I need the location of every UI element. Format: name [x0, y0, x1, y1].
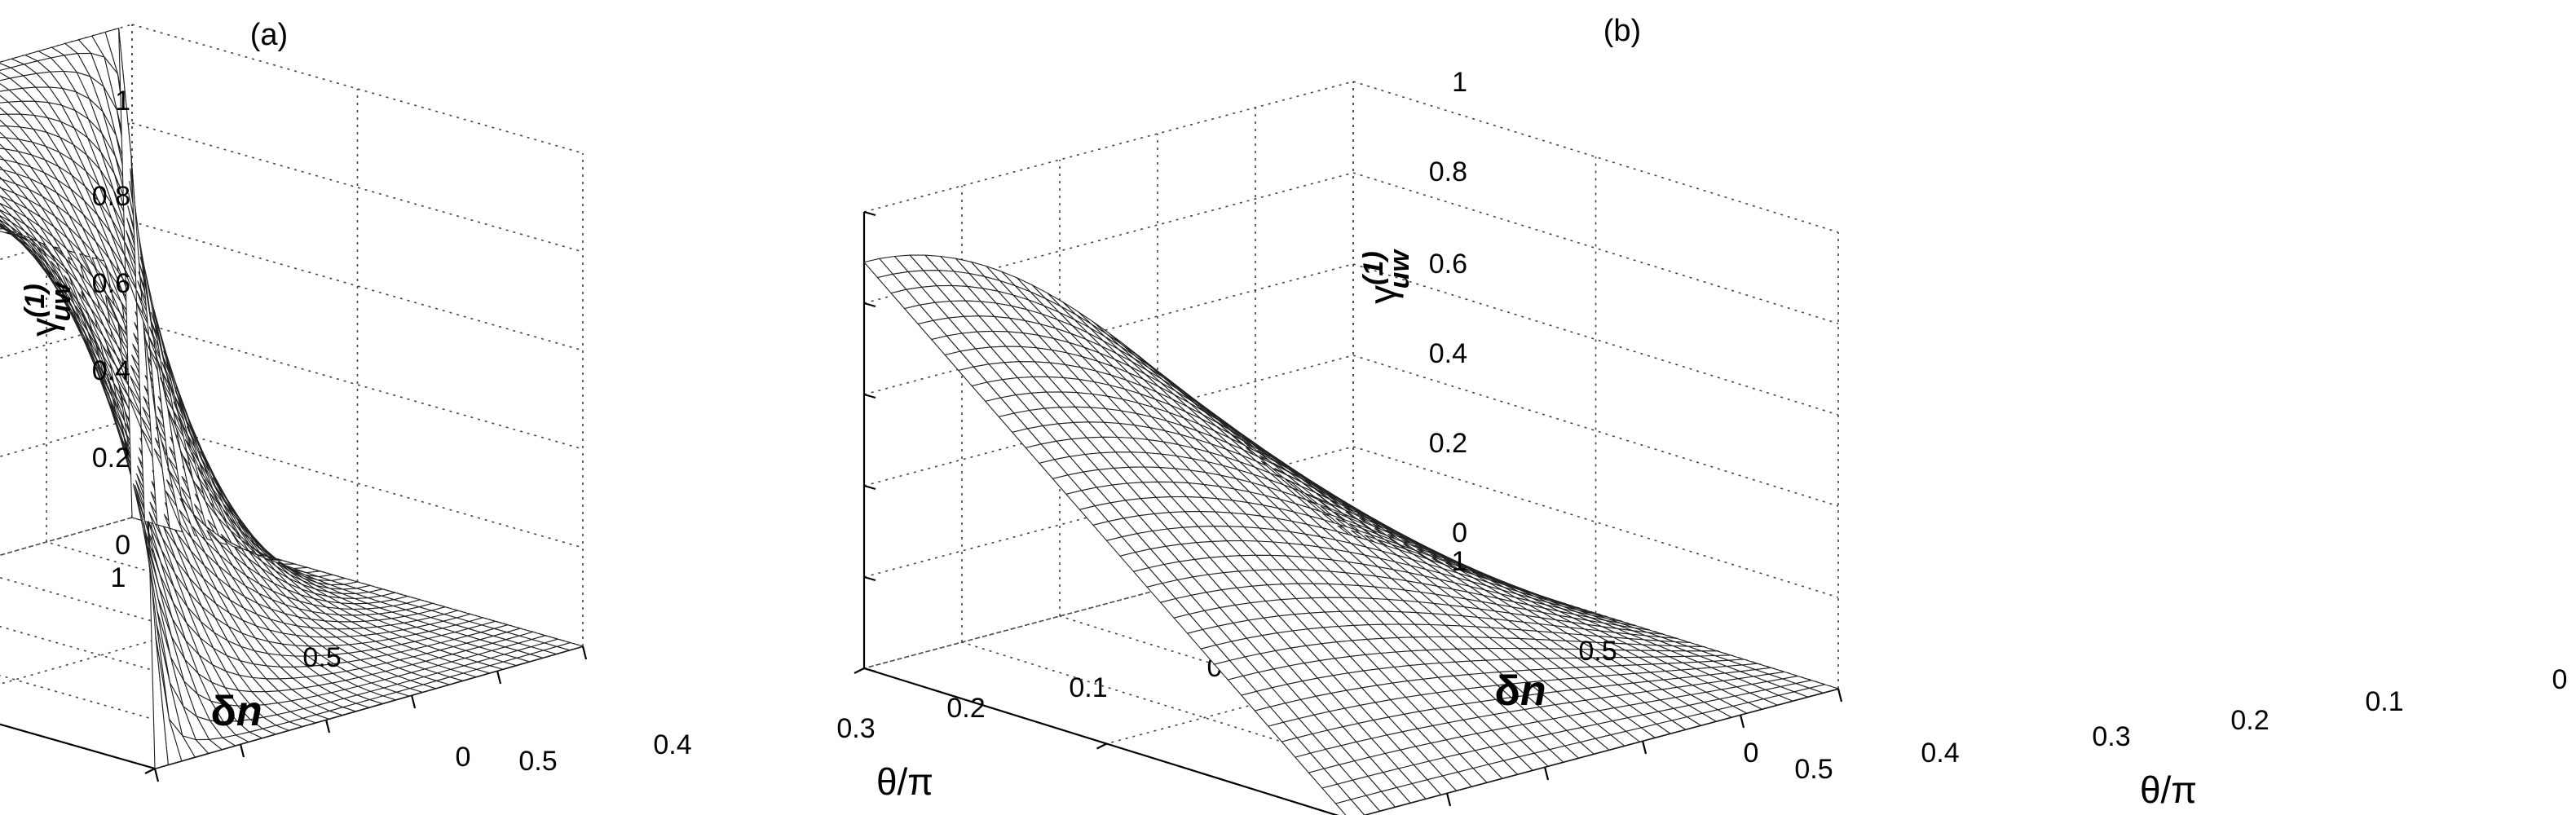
- x-tick-label: 0.1: [2365, 686, 2403, 717]
- x-tick: [324, 719, 331, 734]
- y-tick-label: 0.5: [1578, 636, 1617, 667]
- x-tick-label: 0: [2552, 664, 2568, 695]
- y-axis-title-latin: n: [236, 688, 262, 735]
- x-tick-label: 0.5: [1794, 754, 1833, 785]
- grid-line: [0, 418, 133, 458]
- grid-line: [131, 221, 584, 351]
- z-tick: [863, 393, 876, 399]
- grid-line: [863, 81, 1354, 213]
- grid-line: [131, 418, 584, 548]
- y-axis-line: [0, 723, 156, 770]
- z-tick-label: 0.6: [92, 268, 130, 299]
- x-tick-label: 0.2: [946, 693, 985, 724]
- y-axis-title-latin: n: [1520, 667, 1546, 715]
- x-tick-label: 0.3: [836, 713, 875, 744]
- x-axis-title: θ/π: [876, 760, 933, 803]
- z-tick-label: 0.4: [92, 355, 130, 386]
- grid-line: [1352, 172, 1839, 324]
- y-tick-label: 1: [1452, 546, 1467, 577]
- z-axis-title: γ(1)uw: [1358, 249, 1415, 304]
- z-axis-title-base: γ: [1361, 285, 1404, 304]
- x-tick: [1837, 688, 1843, 703]
- grid-line: [46, 541, 498, 672]
- z-tick: [863, 484, 876, 491]
- z-axis-title-base: γ: [23, 318, 65, 337]
- grid-line: [131, 24, 584, 154]
- x-tick-label: 0.4: [653, 729, 691, 760]
- panel-label: (b): [1603, 14, 1641, 48]
- panel-label: (a): [250, 18, 288, 52]
- y-axis-title: δn: [1494, 667, 1546, 715]
- x-axis-title: θ/π: [2140, 769, 2197, 811]
- z-axis-title-sub: uw: [46, 281, 77, 322]
- y-tick: [144, 768, 156, 774]
- grid-line: [131, 122, 584, 253]
- z-axis-title: γ(1)uw: [20, 281, 77, 337]
- y-tick: [854, 667, 865, 674]
- x-tick: [410, 694, 417, 709]
- z-tick-label: 0.6: [1429, 249, 1467, 280]
- z-axis-title-sup: (1): [1358, 251, 1389, 285]
- x-tick: [239, 743, 245, 758]
- surface-mesh: [0, 28, 584, 769]
- x-tick-label: 0.4: [1921, 738, 1959, 769]
- z-tick: [863, 575, 876, 582]
- mesh-cell: [556, 642, 584, 651]
- y-axis-title: δn: [210, 688, 262, 735]
- panel-a: (a) 0 0.2 0.4 0.6 0.8 1 0.5 0.4 0.3 0.2 …: [0, 18, 1222, 803]
- x-tick-label: 0.2: [2230, 705, 2269, 736]
- z-tick-label: 0.8: [1429, 156, 1467, 187]
- mesh-cell: [1809, 684, 1839, 694]
- y-tick-label: 0.5: [302, 642, 341, 673]
- x-tick: [581, 645, 588, 660]
- z-tick-label: 0: [1452, 518, 1467, 548]
- x-tick-label: 0.5: [518, 746, 557, 777]
- y-axis-title-greek: δ: [1494, 667, 1520, 715]
- y-tick: [1096, 742, 1107, 750]
- grid-line: [0, 723, 156, 769]
- surface-mesh: [863, 254, 1839, 815]
- panel-b: (b) 0 0.2 0.4 0.6 0.8 1 0.5 0.4 0.3 0.2 …: [854, 14, 2567, 815]
- x-tick: [1641, 740, 1647, 755]
- grid-line: [131, 319, 584, 450]
- x-tick: [1739, 714, 1745, 729]
- z-tick: [863, 667, 876, 673]
- z-tick-label: 0.2: [1429, 428, 1467, 459]
- y-tick-label: 0: [456, 742, 471, 773]
- x-tick: [496, 670, 502, 685]
- x-tick-label: 0.3: [2092, 721, 2130, 752]
- z-tick-label: 0.8: [92, 181, 130, 212]
- z-axis-title-sup: (1): [20, 284, 51, 318]
- x-tick: [153, 768, 160, 782]
- z-tick: [863, 210, 876, 217]
- z-tick-label: 0.4: [1429, 338, 1467, 369]
- svg-text:γ(1)uw: γ(1)uw: [1358, 249, 1415, 304]
- z-tick: [863, 302, 876, 308]
- grid-line: [0, 576, 412, 696]
- x-tick: [1445, 792, 1452, 807]
- svg-text:γ(1)uw: γ(1)uw: [20, 281, 77, 337]
- grid-line: [0, 517, 133, 557]
- z-tick-label: 1: [115, 86, 130, 117]
- y-tick-label: 1: [111, 562, 126, 593]
- x-tick: [1543, 766, 1550, 781]
- z-tick-label: 0.2: [92, 443, 130, 474]
- y-tick-label: 0: [1744, 738, 1759, 769]
- z-tick-label: 0: [115, 530, 130, 561]
- y-axis-title-greek: δ: [210, 688, 236, 735]
- z-axis-title-sub: uw: [1384, 249, 1415, 289]
- z-tick-label: 1: [1452, 67, 1467, 98]
